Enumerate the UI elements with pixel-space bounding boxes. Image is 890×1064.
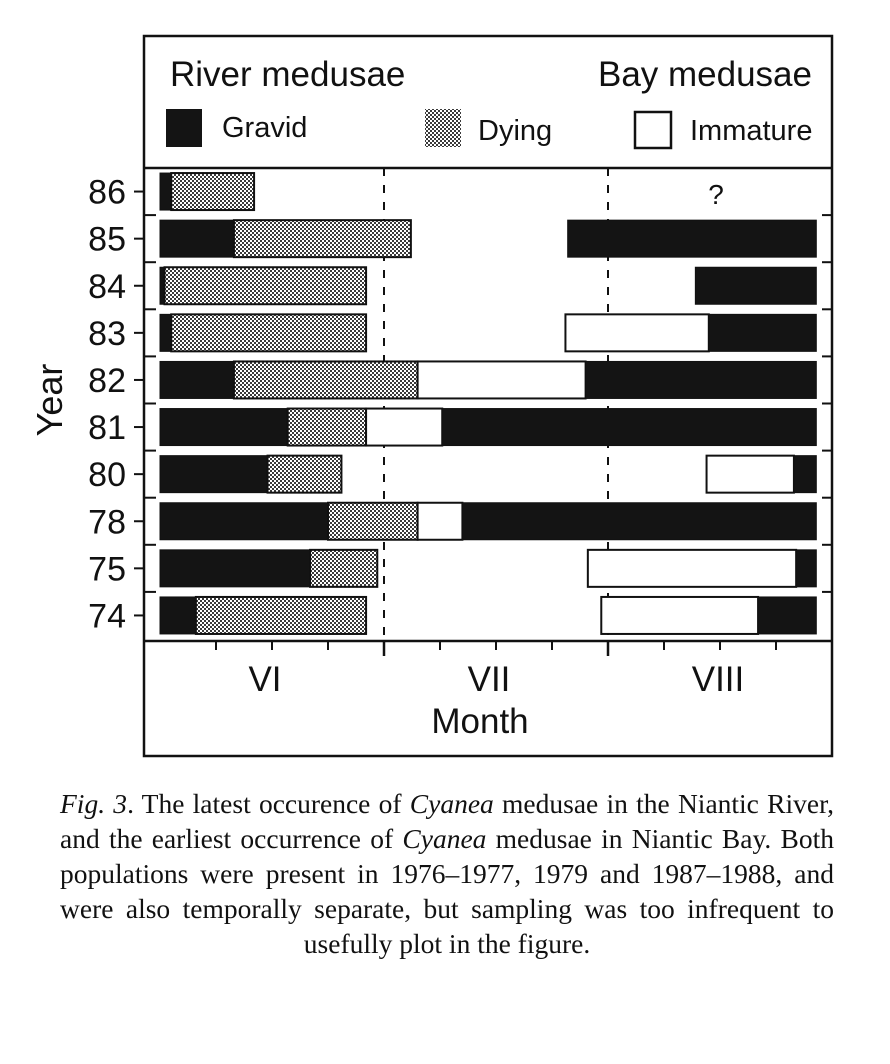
bar-immature	[705, 454, 795, 494]
x-tick-label-vii: VII	[468, 660, 511, 699]
year-label: 74	[88, 597, 126, 635]
bar-dying	[163, 266, 368, 306]
caption-text-1: . The latest occurence of	[127, 788, 410, 819]
caption-genus-1: Cyanea	[409, 788, 494, 819]
bar-dying	[232, 360, 419, 400]
caption-fig-label: Fig. 3	[60, 788, 128, 819]
bar-gravid	[757, 596, 817, 635]
caption-genus-2: Cyanea	[402, 823, 487, 854]
bar-dying	[286, 407, 368, 447]
year-label: 83	[88, 315, 126, 353]
bar-gravid	[461, 502, 817, 541]
year-label: 84	[88, 268, 126, 306]
x-axis-label: Month	[431, 702, 528, 741]
bar-gravid	[694, 266, 817, 305]
legend-label-dying: Dying	[478, 115, 552, 147]
bar-gravid	[795, 549, 817, 588]
bar-gravid	[793, 455, 817, 494]
year-label: 80	[88, 456, 126, 494]
y-axis-label: Year	[29, 364, 70, 437]
legend-label-gravid: Gravid	[222, 112, 307, 144]
bar-immature	[365, 407, 444, 447]
bar-dying	[194, 595, 368, 635]
bar-gravid	[159, 549, 311, 588]
bar-dying	[232, 219, 412, 259]
legend-swatch-dying	[425, 109, 461, 147]
bar-gravid	[159, 360, 235, 399]
year-label: 85	[88, 221, 126, 259]
bar-dying	[170, 172, 256, 212]
legend-swatch-gravid	[166, 109, 202, 147]
bar-gravid	[159, 502, 329, 541]
bar-dying	[170, 313, 368, 353]
bar-immature	[586, 548, 798, 588]
bar-gravid	[159, 172, 172, 211]
legend-title-bay: Bay medusae	[598, 55, 812, 94]
legend-swatch-immature	[633, 110, 673, 150]
bar-immature	[416, 360, 587, 400]
bar-immature	[416, 501, 464, 541]
bar-dying	[266, 454, 343, 494]
bar-gravid	[159, 455, 269, 494]
year-label: 82	[88, 362, 126, 400]
bar-immature	[564, 313, 710, 353]
legend-label-immature: Immature	[690, 115, 812, 147]
bar-gravid	[159, 313, 172, 352]
bar-immature	[600, 595, 760, 635]
year-label: 78	[88, 503, 126, 541]
bar-gravid	[567, 219, 817, 258]
x-tick-label-viii: VIII	[692, 660, 745, 699]
year-label: 86	[88, 174, 126, 212]
caption-text-3: medusae in Niantic Bay. Both populations…	[60, 823, 834, 959]
figure-frame	[142, 34, 834, 758]
year-label: 75	[88, 550, 126, 588]
bar-gravid	[159, 219, 235, 258]
legend-title-river: River medusae	[170, 55, 405, 94]
x-tick-label-vi: VI	[248, 660, 281, 699]
legend: River medusae Bay medusae Gravid Dying I…	[166, 55, 812, 150]
unknown-occurrence-marker: ?	[708, 179, 724, 210]
year-label: 81	[88, 409, 126, 447]
bar-gravid	[585, 360, 817, 399]
bars-layer	[159, 172, 817, 635]
caption-text-2: medusae in the Niantic River, and the ea…	[60, 788, 834, 854]
figure-caption: Fig. 3. The latest occurence of Cyanea m…	[60, 786, 834, 961]
bar-dying	[327, 501, 419, 541]
bar-gravid	[159, 596, 197, 635]
bar-dying	[309, 548, 379, 588]
gantt-chart: River medusae Bay medusae Gravid Dying I…	[29, 34, 834, 758]
bar-gravid	[708, 313, 817, 352]
year-labels: 86 85 84 83 82 81 80 78 75 74	[88, 174, 126, 636]
bar-gravid	[441, 408, 817, 447]
bar-gravid	[159, 408, 289, 447]
